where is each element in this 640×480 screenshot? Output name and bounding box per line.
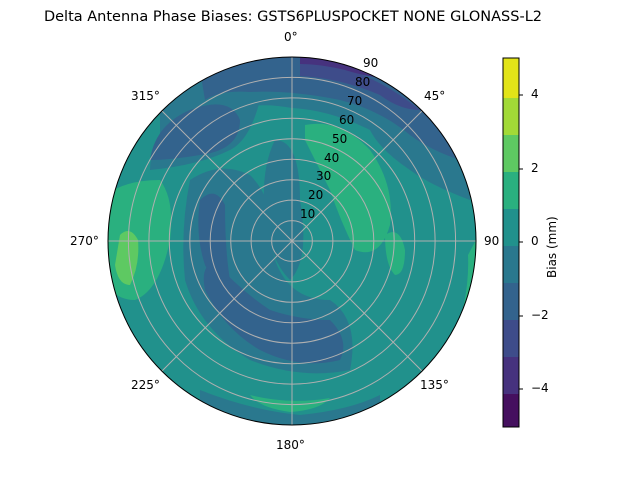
radial-label-70: 70 — [347, 94, 363, 108]
colorbar-label: Bias (mm) — [545, 216, 559, 278]
colorbar-tick-4: 4 — [531, 87, 539, 101]
radial-label-10: 10 — [300, 207, 316, 221]
colorbar-tick-minus2: −2 — [531, 308, 549, 322]
angle-label-225: 225° — [131, 378, 160, 392]
colorbar — [502, 57, 523, 428]
angle-label-270: 270° — [70, 234, 99, 248]
radial-label-40: 40 — [324, 151, 340, 165]
colorbar-tick-0: 0 — [531, 234, 539, 248]
colorbar-tick-2: 2 — [531, 161, 539, 175]
angle-label-315: 315° — [131, 89, 160, 103]
angle-label-180: 180° — [276, 438, 305, 452]
angle-label-45: 45° — [424, 89, 446, 103]
radial-label-30: 30 — [316, 169, 332, 183]
radial-label-50: 50 — [332, 132, 348, 146]
radial-label-90: 90 — [363, 56, 379, 70]
angle-label-0: 0° — [284, 30, 298, 44]
radial-grid — [108, 57, 476, 425]
radial-label-20: 20 — [308, 188, 324, 202]
radial-label-60: 60 — [339, 113, 355, 127]
angle-label-90: 90 — [484, 234, 500, 248]
radial-label-80: 80 — [355, 75, 371, 89]
polar-frame — [107, 56, 477, 426]
chart-title: Delta Antenna Phase Biases: GSTS6PLUSPOC… — [43, 9, 543, 25]
angle-label-135: 135° — [420, 378, 449, 392]
colorbar-tick-minus4: −4 — [531, 381, 549, 395]
